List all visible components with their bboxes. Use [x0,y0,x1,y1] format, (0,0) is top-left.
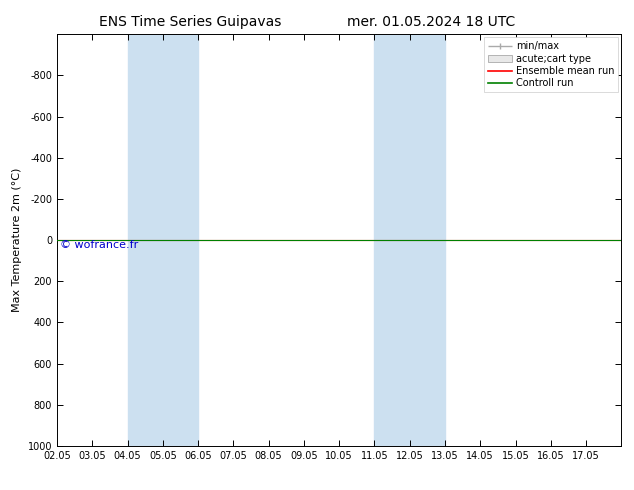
Y-axis label: Max Temperature 2m (°C): Max Temperature 2m (°C) [12,168,22,312]
Text: mer. 01.05.2024 18 UTC: mer. 01.05.2024 18 UTC [347,15,515,29]
Legend: min/max, acute;cart type, Ensemble mean run, Controll run: min/max, acute;cart type, Ensemble mean … [484,37,618,92]
Bar [127,34,198,446]
Text: © wofrance.fr: © wofrance.fr [60,240,138,250]
Text: ENS Time Series Guipavas: ENS Time Series Guipavas [99,15,281,29]
Bar [375,34,445,446]
